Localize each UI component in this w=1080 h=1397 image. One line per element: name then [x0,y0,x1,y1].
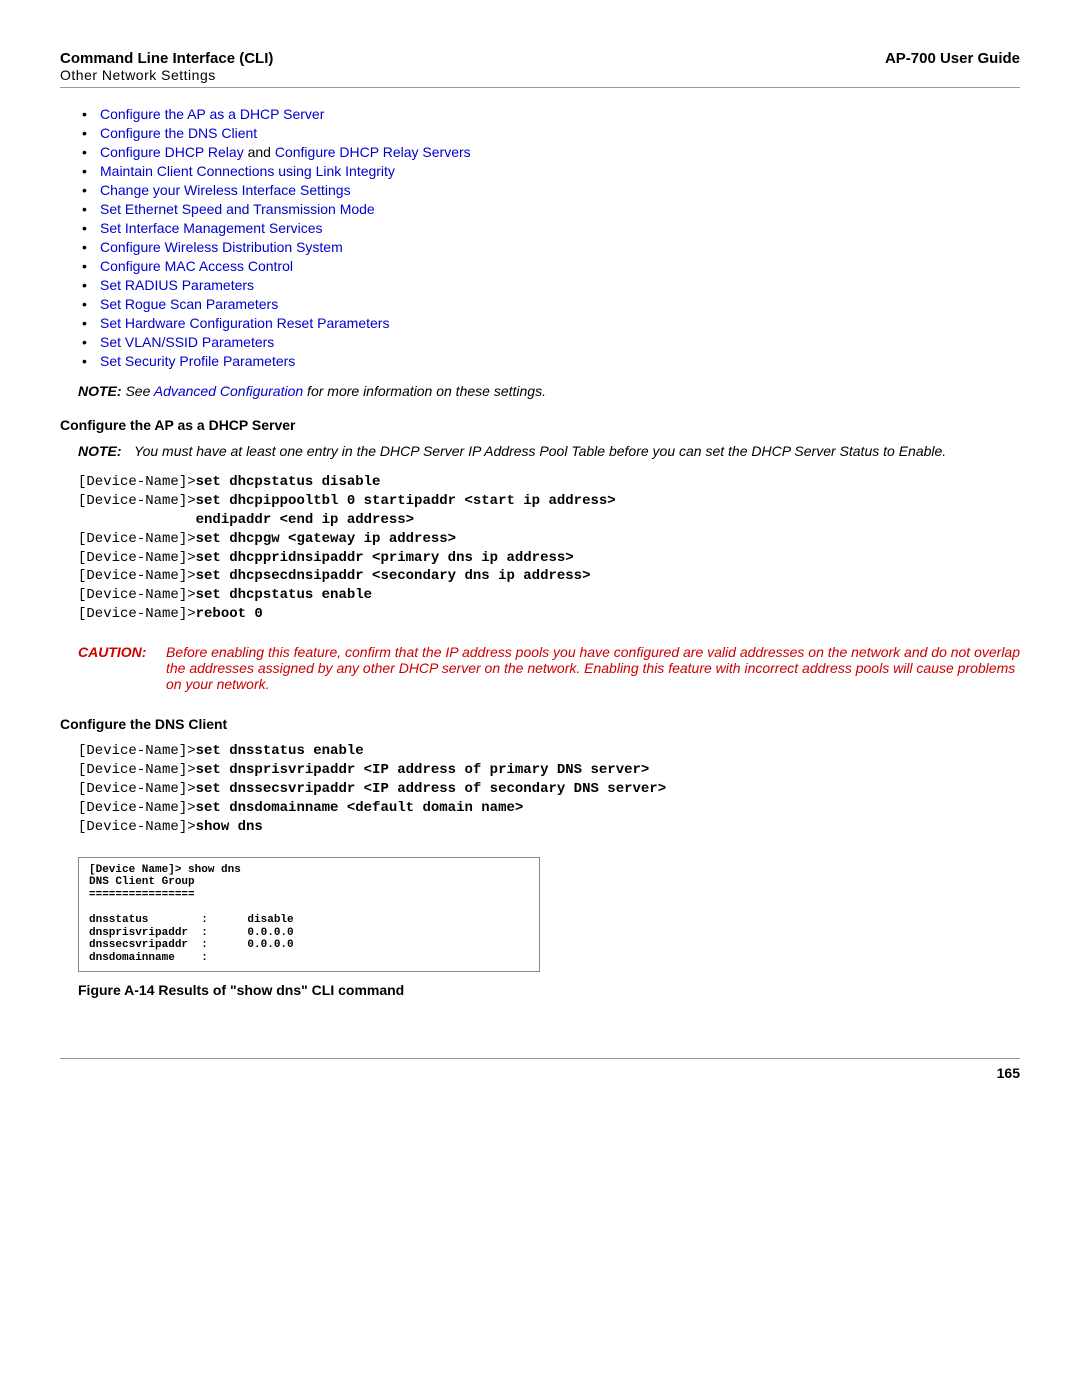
topic-link[interactable]: Configure Wireless Distribution System [100,239,343,255]
topic-link-list: Configure the AP as a DHCP Server Configu… [60,106,1020,369]
topic-link-item: Set VLAN/SSID Parameters [100,334,1020,350]
caution-text: Before enabling this feature, confirm th… [166,644,1020,692]
topic-link[interactable]: Set Rogue Scan Parameters [100,296,278,312]
topic-link-item: Configure MAC Access Control [100,258,1020,274]
topic-link[interactable]: Set Ethernet Speed and Transmission Mode [100,201,375,217]
topic-link[interactable]: Configure DHCP Relay Servers [275,144,471,160]
topic-link-item: Change your Wireless Interface Settings [100,182,1020,198]
topic-link-item: Set Ethernet Speed and Transmission Mode [100,201,1020,217]
page-header: Command Line Interface (CLI) Other Netwo… [60,50,1020,88]
note-label: NOTE: [78,443,134,459]
doc-section-subtitle: Other Network Settings [60,67,273,83]
note-label: NOTE: [78,383,122,399]
topic-link-item: Set Interface Management Services [100,220,1020,236]
topic-link[interactable]: Set Interface Management Services [100,220,323,236]
topic-link[interactable]: Configure the AP as a DHCP Server [100,106,324,122]
note-text-pre: See [122,383,154,399]
cli-output-box: [Device Name]> show dns DNS Client Group… [78,857,540,972]
doc-guide-name: AP-700 User Guide [885,50,1020,83]
topic-link-item: Set Rogue Scan Parameters [100,296,1020,312]
link-conjunction: and [244,144,275,160]
topic-link-item: Set RADIUS Parameters [100,277,1020,293]
note-dhcp-entry: NOTE: You must have at least one entry i… [78,443,1020,459]
page-footer: 165 [60,1058,1020,1081]
doc-section-title: Command Line Interface (CLI) [60,50,273,67]
figure-caption: Figure A-14 Results of "show dns" CLI co… [78,982,1020,998]
topic-link[interactable]: Set Security Profile Parameters [100,353,295,369]
cli-code-dns: [Device-Name]>set dnsstatus enable [Devi… [78,742,1020,836]
topic-link-item: Set Security Profile Parameters [100,353,1020,369]
topic-link-item: Configure the DNS Client [100,125,1020,141]
topic-link[interactable]: Set RADIUS Parameters [100,277,254,293]
header-left: Command Line Interface (CLI) Other Netwo… [60,50,273,83]
note-text: You must have at least one entry in the … [134,443,946,459]
topic-link-item: Configure DHCP Relay and Configure DHCP … [100,144,1020,160]
topic-link-item: Set Hardware Configuration Reset Paramet… [100,315,1020,331]
topic-link[interactable]: Configure DHCP Relay [100,144,244,160]
caution-label: CAUTION: [78,644,166,692]
topic-link[interactable]: Configure the DNS Client [100,125,257,141]
advanced-configuration-link[interactable]: Advanced Configuration [154,383,303,399]
topic-link-item: Configure the AP as a DHCP Server [100,106,1020,122]
caution-block: CAUTION: Before enabling this feature, c… [78,644,1020,692]
topic-link[interactable]: Set Hardware Configuration Reset Paramet… [100,315,389,331]
topic-link[interactable]: Set VLAN/SSID Parameters [100,334,274,350]
topic-link-item: Maintain Client Connections using Link I… [100,163,1020,179]
note-text-post: for more information on these settings. [303,383,546,399]
topic-link[interactable]: Maintain Client Connections using Link I… [100,163,395,179]
topic-link-item: Configure Wireless Distribution System [100,239,1020,255]
section-heading-dns-client: Configure the DNS Client [60,716,1020,732]
page-number: 165 [997,1065,1020,1081]
topic-link[interactable]: Configure MAC Access Control [100,258,293,274]
topic-link[interactable]: Change your Wireless Interface Settings [100,182,351,198]
section-heading-dhcp-server: Configure the AP as a DHCP Server [60,417,1020,433]
cli-code-dhcp: [Device-Name]>set dhcpstatus disable [De… [78,473,1020,624]
note-see-advanced: NOTE: See Advanced Configuration for mor… [78,383,1020,399]
